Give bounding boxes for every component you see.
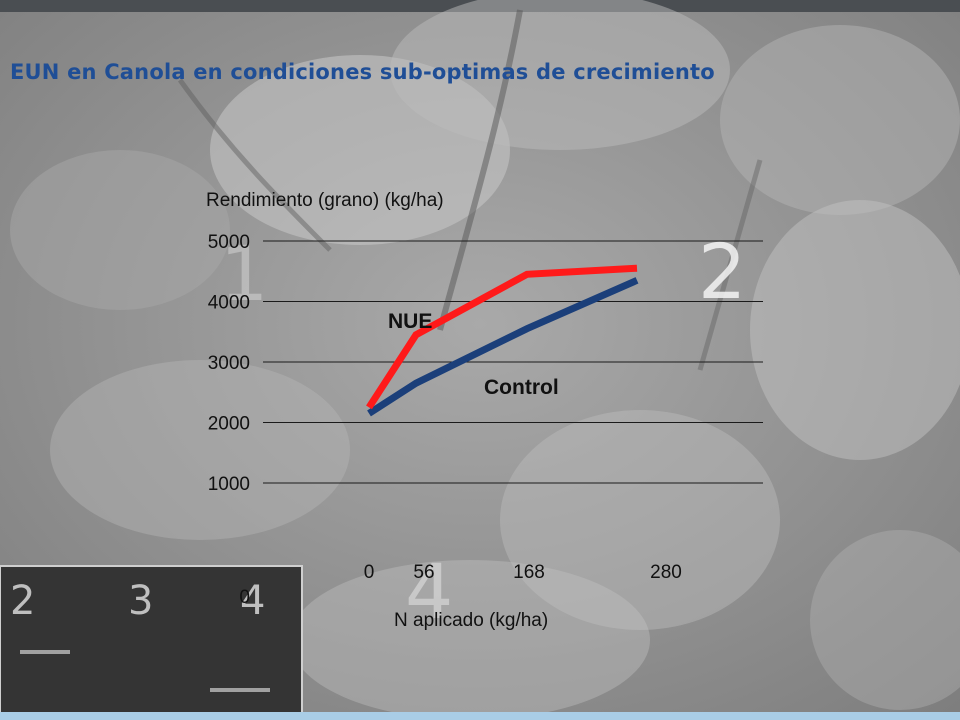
slide-title: EUN en Canola en condiciones sub-optimas… (10, 60, 715, 84)
y-tick-label: 3000 (208, 353, 250, 374)
series-labels: NUE Control (388, 310, 559, 399)
x-tick-label: 280 (650, 562, 682, 583)
gridlines (263, 240, 763, 484)
svg-text:3: 3 (128, 578, 153, 624)
series-line-nue (366, 264, 638, 410)
x-axis-label: N aplicado (kg/ha) (394, 610, 548, 631)
svg-text:2: 2 (10, 578, 35, 624)
y-tick-label: 0 (239, 587, 250, 608)
y-tick-label: 1000 (208, 474, 250, 495)
x-tick-label: 168 (513, 562, 545, 583)
series-line-control (367, 277, 639, 417)
svg-text:4: 4 (405, 547, 453, 636)
x-tick-label: 56 (413, 562, 434, 583)
x-tick-label: 0 (364, 562, 375, 583)
y-axis-label: Rendimiento (grano) (kg/ha) (206, 190, 444, 211)
svg-text:1: 1 (220, 229, 268, 318)
series-label-control: Control (484, 376, 559, 399)
x-axis-ticks: 0 56 168 280 (364, 562, 682, 583)
y-tick-label: 4000 (208, 293, 250, 314)
y-axis-ticks: 0 1000 2000 3000 4000 5000 (208, 232, 250, 608)
series-label-nue: NUE (388, 310, 432, 333)
svg-text:4: 4 (240, 578, 265, 624)
series-lines (366, 264, 639, 417)
y-tick-label: 5000 (208, 232, 250, 253)
y-tick-label: 2000 (208, 414, 250, 435)
